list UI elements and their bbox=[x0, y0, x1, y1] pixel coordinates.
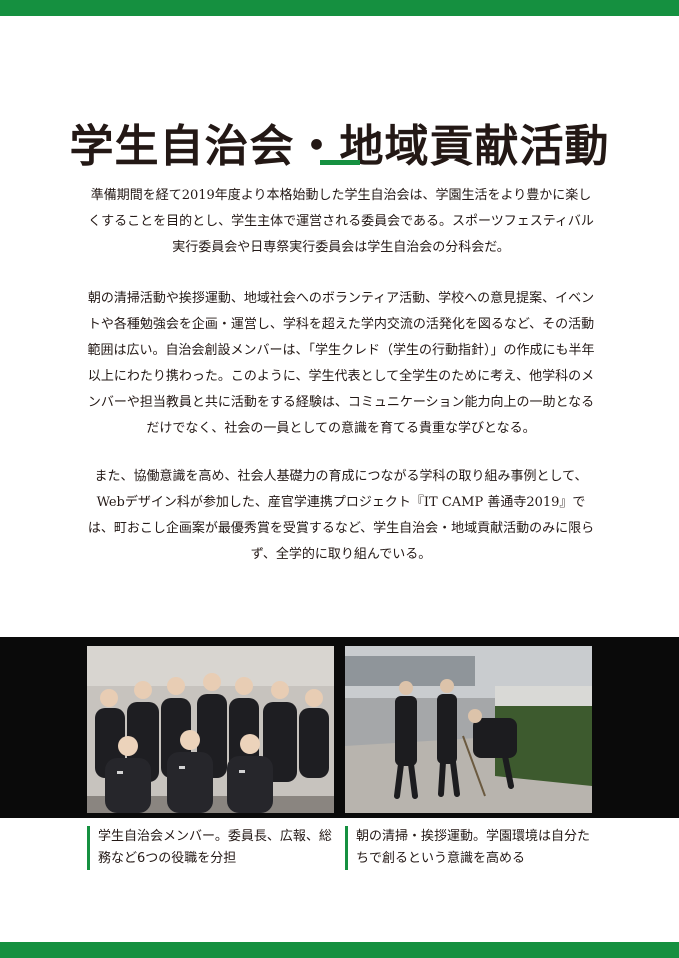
body-paragraph-2: 朝の清掃活動や挨拶運動、地域社会へのボランティア活動、学校への意見提案、イベント… bbox=[87, 291, 595, 436]
bottom-accent-bar bbox=[0, 942, 679, 958]
student-council-group-photo bbox=[87, 646, 334, 813]
photo-caption-right: 朝の清掃・挨拶運動。学園環境は自分たちで創るという意識を高める bbox=[345, 826, 596, 870]
photo-caption-left: 学生自治会メンバー。委員長、広報、総務など6つの役職を分担 bbox=[87, 826, 338, 870]
body-paragraph-3: また、協働意識を高め、社会人基礎力の育成につながる学科の取り組み事例として、We… bbox=[87, 469, 595, 562]
top-accent-bar bbox=[0, 0, 679, 16]
page-title: 学生自治会・地域貢献活動 bbox=[69, 121, 610, 173]
morning-cleaning-photo bbox=[345, 646, 592, 813]
title-underline bbox=[320, 160, 360, 165]
body-paragraph-1: 準備期間を経て2019年度より本格始動した学生自治会は、学園生活をより豊かに楽し… bbox=[88, 188, 594, 255]
